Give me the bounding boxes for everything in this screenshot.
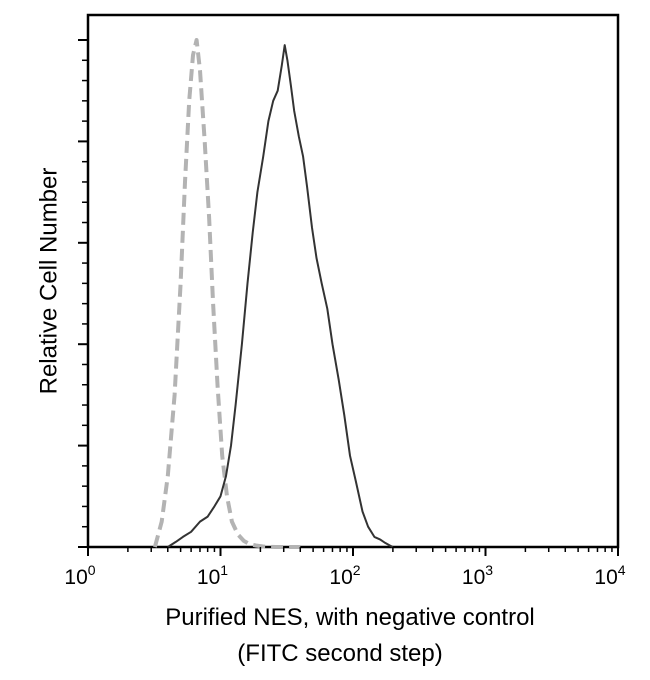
purified-nes-line bbox=[167, 44, 394, 548]
x-tick-label-1: 101 bbox=[197, 562, 228, 589]
negative-control-line bbox=[152, 38, 301, 549]
x-tick-label-4: 104 bbox=[594, 562, 625, 589]
x-axis-title-line1: Purified NES, with negative control bbox=[165, 604, 535, 631]
x-tick-label-2: 102 bbox=[329, 562, 360, 589]
x-axis-title-line2: (FITC second step) bbox=[237, 640, 442, 667]
x-tick-label-3: 103 bbox=[462, 562, 493, 589]
y-axis-title: Relative Cell Number bbox=[35, 168, 62, 395]
x-tick-label-0: 100 bbox=[64, 562, 95, 589]
